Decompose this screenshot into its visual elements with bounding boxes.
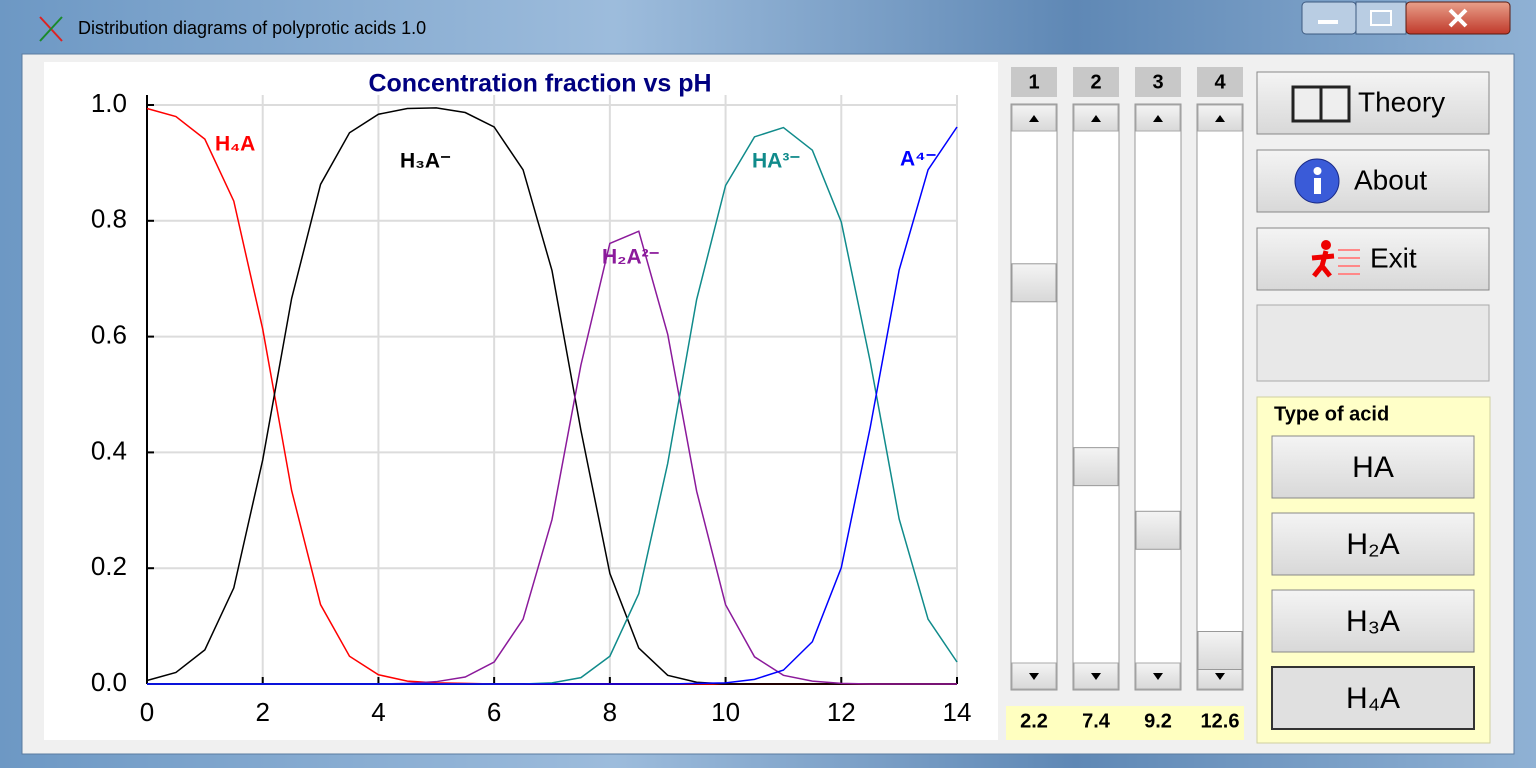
- slider-header: [1135, 67, 1181, 97]
- slider-track[interactable]: [1196, 103, 1244, 691]
- group-title-bg: [1270, 405, 1430, 427]
- acid-type-label: H₃A: [1346, 605, 1400, 638]
- curve-label: A⁴⁻: [900, 148, 937, 171]
- blank-panel: [1256, 304, 1490, 382]
- x-tick-label: 6: [487, 697, 501, 727]
- acid-type-button[interactable]: [1271, 666, 1475, 730]
- slider-thumb[interactable]: [1073, 447, 1119, 487]
- y-tick-label: 0.8: [91, 204, 127, 234]
- app-icon: [39, 16, 63, 42]
- slider-track[interactable]: [1134, 103, 1182, 691]
- action-button[interactable]: [1256, 227, 1490, 291]
- up-arrow: [1215, 115, 1225, 122]
- group-title: Type of acid: [1274, 403, 1389, 425]
- slider-header: [1197, 67, 1243, 97]
- slider-track[interactable]: [1072, 103, 1120, 691]
- slider-header-label: 1: [1028, 71, 1039, 93]
- maximize-button[interactable]: [1355, 1, 1407, 35]
- curve-label: H₂A²⁻: [602, 246, 660, 269]
- chart-panel: [44, 62, 998, 740]
- slider-thumb[interactable]: [1197, 631, 1243, 670]
- x-tick-label: 0: [140, 697, 154, 727]
- button-label: Theory: [1358, 86, 1445, 117]
- curve-label: H₄A: [215, 133, 255, 156]
- pka-value: 2.2: [1020, 710, 1048, 732]
- exit-icon-body: [1311, 250, 1335, 278]
- x-tick-label: 14: [943, 697, 972, 727]
- slider-header-label: 2: [1090, 71, 1101, 93]
- maximize-icon: [1370, 10, 1392, 26]
- down-arrow: [1091, 673, 1101, 680]
- acid-type-label: H₄A: [1346, 682, 1400, 715]
- slider-thumb[interactable]: [1011, 263, 1057, 303]
- info-icon-stem: [1314, 178, 1321, 194]
- slider-header-label: 4: [1214, 71, 1226, 93]
- up-arrow: [1153, 115, 1163, 122]
- y-tick-label: 0.4: [91, 435, 127, 465]
- down-arrow: [1215, 673, 1225, 680]
- up-arrow: [1091, 115, 1101, 122]
- x-tick-label: 12: [827, 697, 856, 727]
- slider-thumb[interactable]: [1135, 510, 1181, 550]
- exit-icon-head: [1321, 240, 1331, 250]
- curve-label: H₃A⁻: [400, 150, 451, 173]
- up-arrow: [1029, 115, 1039, 122]
- slider-header: [1073, 67, 1119, 97]
- acid-type-button[interactable]: [1271, 512, 1475, 576]
- exit-icon-lines: [1338, 249, 1360, 275]
- minimize-icon: [1318, 20, 1338, 24]
- window-title: Distribution diagrams of polyprotic acid…: [78, 18, 426, 38]
- acid-type-label: H₂A: [1346, 528, 1399, 561]
- info-icon-dot: [1313, 167, 1322, 175]
- curve: [146, 107, 957, 685]
- y-tick-label: 0.2: [91, 551, 127, 581]
- x-tick-label: 10: [711, 697, 740, 727]
- x-tick-label: 4: [371, 697, 385, 727]
- x-tick-label: 2: [255, 697, 269, 727]
- chart-title: Concentration fraction vs pH: [368, 70, 711, 98]
- acid-type-button[interactable]: [1271, 435, 1475, 499]
- down-arrow: [1029, 673, 1039, 680]
- x-tick-label: 8: [603, 697, 617, 727]
- acid-type-button[interactable]: [1271, 589, 1475, 653]
- slider-track[interactable]: [1010, 103, 1058, 691]
- acid-type-label: HA: [1352, 451, 1394, 484]
- slider-header: [1011, 67, 1057, 97]
- curve: [147, 126, 958, 685]
- pka-value: 9.2: [1144, 710, 1172, 732]
- curve-label: HA³⁻: [752, 150, 800, 173]
- y-tick-label: 0.6: [91, 319, 127, 349]
- slider-header-label: 3: [1152, 71, 1163, 93]
- pka-value: 12.6: [1201, 710, 1240, 732]
- close-icon: [1448, 8, 1468, 28]
- pka-value: 7.4: [1082, 710, 1111, 732]
- button-label: Exit: [1370, 242, 1417, 273]
- minimize-button[interactable]: [1301, 1, 1357, 35]
- window-controls[interactable]: [1301, 1, 1511, 35]
- down-arrow: [1153, 673, 1163, 680]
- y-tick-label: 0.0: [91, 667, 127, 697]
- y-tick-label: 1.0: [91, 88, 127, 118]
- pka-value-strip: [1006, 706, 1244, 740]
- button-label: About: [1354, 164, 1427, 195]
